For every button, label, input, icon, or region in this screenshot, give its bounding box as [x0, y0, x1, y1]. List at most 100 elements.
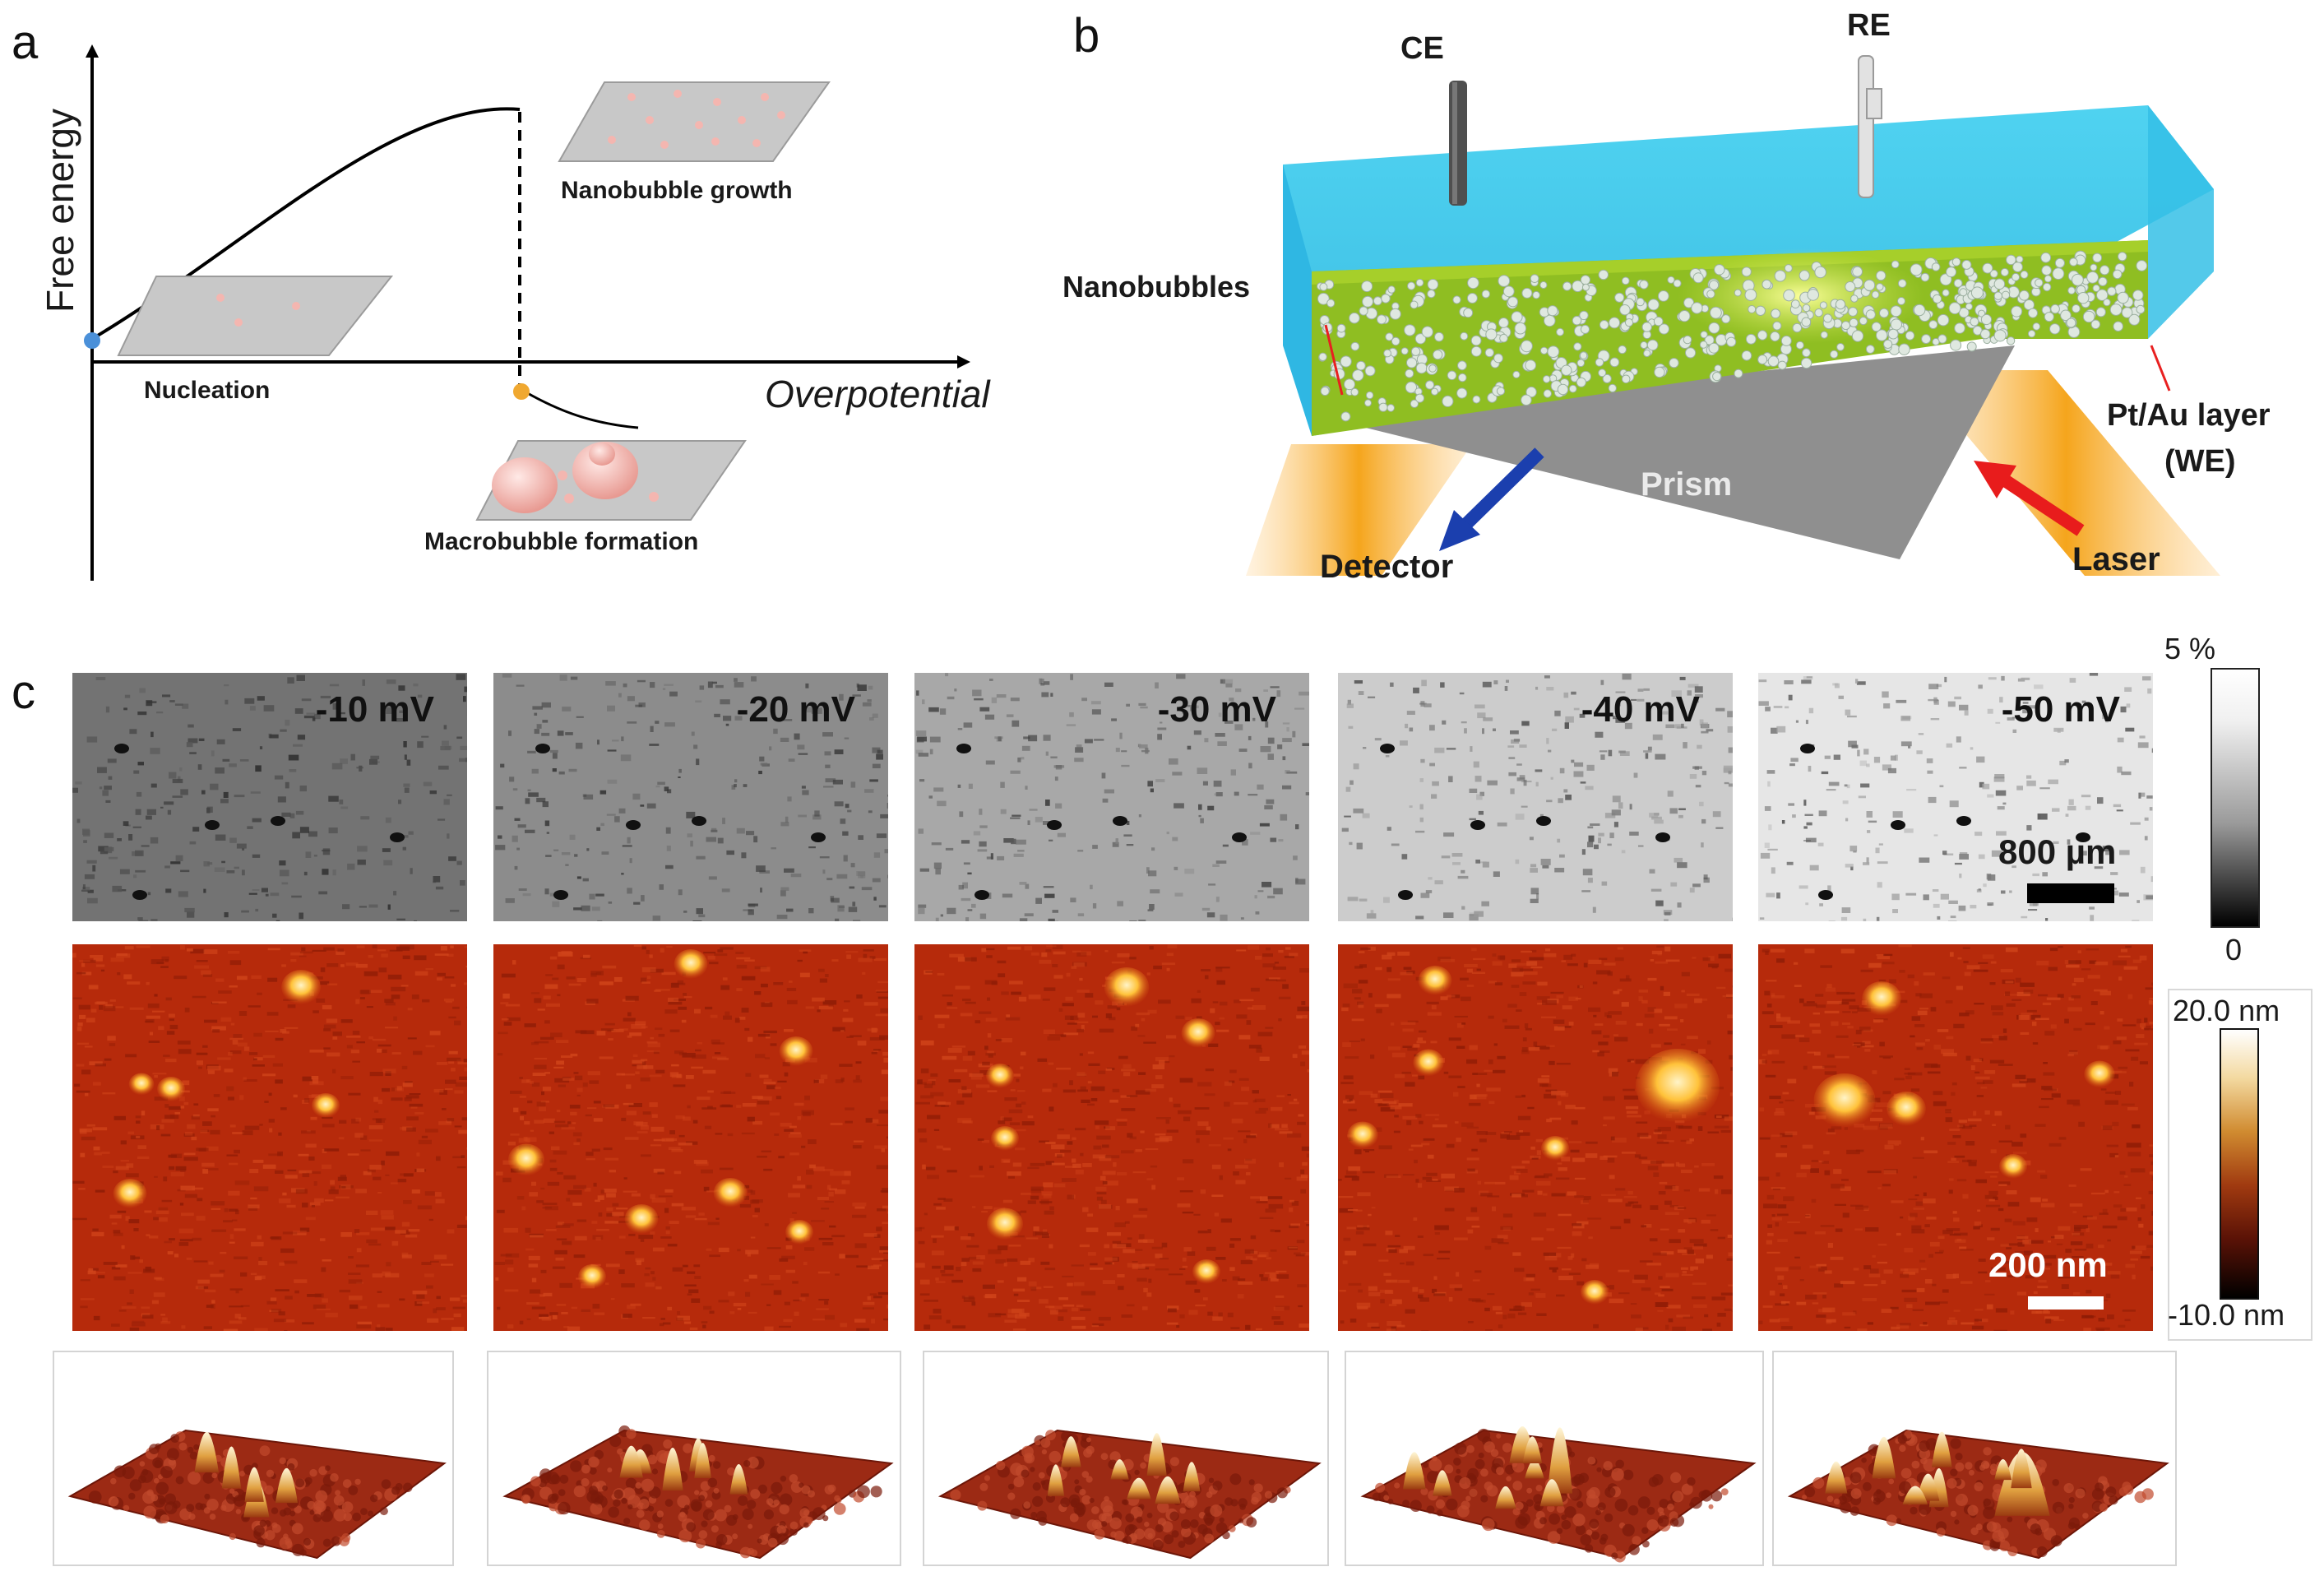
afm-nanobubble: [1813, 1073, 1876, 1128]
afm-3d-peak: [619, 1445, 643, 1478]
afm-3d-surface: [67, 1429, 447, 1560]
nanobubble: [1383, 349, 1392, 358]
afm-nanobubble: [1541, 1136, 1569, 1161]
nanobubble: [1755, 305, 1766, 316]
potential-label: -50 mV: [2001, 689, 2120, 730]
nanobubble: [2060, 309, 2072, 322]
spr-texture: [1341, 673, 1733, 921]
nanobubble: [1774, 270, 1786, 282]
laser-beam: [1912, 370, 2220, 576]
spr-image-tile: -20 mV: [493, 673, 888, 921]
nanobubble: [1556, 327, 1564, 336]
nanobubble: [1744, 289, 1757, 301]
afm-3d-rendering: [1345, 1351, 1764, 1566]
nanobubble: [1498, 318, 1509, 328]
nanobubble: [1859, 317, 1868, 326]
nanobubble: [1514, 322, 1527, 335]
panel-a-letter: a: [12, 16, 39, 69]
nanobubble: [1819, 301, 1828, 309]
afm-topography: [72, 944, 467, 1331]
nanobubble: [2067, 286, 2076, 295]
y-axis-label: Free energy: [39, 108, 81, 313]
nanobubble: [1980, 328, 1991, 340]
nanobubble: [2012, 262, 2023, 273]
afm-nanobubble: [128, 1073, 155, 1096]
afm-nanobubble: [1862, 981, 1901, 1016]
nanobubble: [1463, 308, 1474, 318]
counter-electrode: [1449, 81, 1467, 206]
nanobubble: [1428, 364, 1437, 373]
nanobubble: [2121, 307, 2133, 318]
nanobubble: [1521, 287, 1533, 299]
afm-nanobubble: [1418, 966, 1452, 995]
nanobubble: [1863, 279, 1876, 291]
potential-label: -20 mV: [736, 689, 855, 730]
nanobubble: [1669, 358, 1679, 369]
nanobubble: [1530, 274, 1539, 284]
nanobubble: [2006, 336, 2016, 345]
spr-scale-bar: [2027, 883, 2114, 903]
nanobubble: [1745, 333, 1757, 345]
nanobubble: [1712, 372, 1722, 382]
nanobubble: [1568, 384, 1577, 393]
nanobubble: [1481, 290, 1491, 299]
nanobubble: [1425, 380, 1435, 390]
nanobubble: [1931, 262, 1941, 271]
nanobubble: [1799, 270, 1810, 281]
afm-nanobubble: [312, 1093, 340, 1118]
nanobubble: [1879, 308, 1889, 318]
spr-texture: [495, 673, 888, 921]
nanobubble: [1410, 399, 1419, 408]
nanobubble: [1993, 278, 2006, 290]
nanobubble: [1598, 369, 1607, 378]
afm-image-tile: [72, 944, 467, 1331]
nanobubble: [1897, 279, 1907, 288]
nanobubble: [1573, 342, 1582, 351]
nanobubble: [1498, 275, 1511, 287]
nanobubble: [1865, 345, 1875, 354]
afm-nanobubble: [1192, 1259, 1220, 1284]
nanobubble: [1362, 295, 1374, 308]
nanobubble: [1898, 343, 1910, 355]
nanobubble: [1654, 366, 1665, 378]
afm-nanobubble: [2084, 1060, 2115, 1088]
nanobubble: [1939, 273, 1952, 286]
nanobubble: [1978, 309, 1986, 318]
nanobubble: [1404, 324, 1416, 336]
nanobubble: [1678, 310, 1691, 322]
nanobubble: [1350, 341, 1360, 351]
nanobubble: [1699, 341, 1708, 349]
nanobubble: [1708, 322, 1720, 334]
spr-image-tile: -50 mV: [1758, 673, 2153, 921]
nanobubble: [1928, 320, 1938, 330]
afm-nanobubble: [986, 1208, 1024, 1240]
nanobubble: [1709, 280, 1720, 290]
nanobubble: [1621, 276, 1630, 285]
nanobubble: [1710, 306, 1722, 319]
afm-nanobubble: [986, 1064, 1014, 1088]
nanobubble: [2032, 322, 2041, 331]
afm-nanobubble: [1104, 967, 1150, 1007]
nanobubble: [1434, 331, 1444, 342]
nanobubble: [1414, 393, 1425, 403]
nanobubble: [1421, 326, 1433, 338]
spr-texture: [1758, 673, 2153, 921]
nanobubble: [1621, 374, 1631, 384]
afm-topography: [1338, 945, 1733, 1331]
nanobubble: [1921, 334, 1932, 345]
nanobubble: [1647, 299, 1660, 311]
nanobubble: [1350, 387, 1359, 396]
nanobubble: [1336, 323, 1346, 333]
afm-3d-peak: [694, 1443, 711, 1478]
afm-nanobubble: [785, 1220, 813, 1245]
nanobubbles: [1317, 250, 2148, 422]
nanobubble: [1317, 292, 1330, 305]
nanobubble: [1795, 341, 1804, 350]
nanobubble: [2132, 290, 2144, 301]
afm-3d-peak: [1994, 1459, 2012, 1481]
nanobubble: [1970, 286, 1984, 299]
nanobubble: [1472, 395, 1481, 404]
afm-3d-peak: [194, 1431, 220, 1473]
nanobubble: [2066, 318, 2076, 328]
nanobubble: [1410, 300, 1419, 309]
